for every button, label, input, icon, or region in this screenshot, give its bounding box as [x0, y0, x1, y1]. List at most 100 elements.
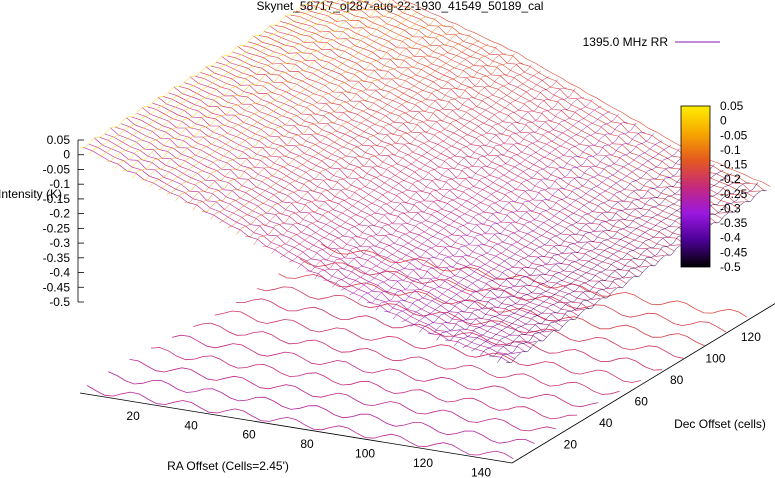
- surface-line: [79, 0, 313, 148]
- surface-line: [279, 71, 541, 258]
- z-tick-label: -0.45: [43, 280, 71, 294]
- colorbar-tick-label: 0: [720, 114, 727, 128]
- ra-tick-label: 140: [471, 465, 491, 478]
- surface-line: [324, 0, 744, 203]
- surface-line: [427, 156, 689, 335]
- surface-line: [323, 97, 585, 281]
- surface-line: [104, 133, 532, 349]
- surface-line: [419, 148, 680, 333]
- surface-line: [232, 51, 659, 263]
- contour-line: [235, 298, 663, 371]
- surface-line: [271, 64, 532, 255]
- z-tick-label: 0.05: [47, 133, 71, 147]
- surface-line: [166, 15, 428, 195]
- surface-line: [312, 0, 739, 209]
- surface-line: [106, 0, 354, 163]
- surface-line: [114, 0, 368, 170]
- surface-line: [184, 25, 445, 203]
- surface-line: [120, 123, 548, 338]
- surface-line: [221, 56, 648, 268]
- colorbar: 0.050-0.05-0.1-0.15-0.2-0.25-0.3-0.35-0.…: [680, 99, 748, 274]
- surface-line: [332, 98, 593, 288]
- surface-line: [227, 44, 489, 228]
- surface-line: [131, 0, 391, 179]
- colorbar-tick-label: -0.25: [720, 187, 748, 201]
- surface-line: [297, 79, 559, 270]
- surface-line: [462, 170, 724, 348]
- surface-line: [349, 110, 611, 296]
- surface-line: [149, 5, 411, 187]
- surface-line: [290, 14, 718, 224]
- contour-line: [172, 334, 599, 408]
- contour-line: [86, 385, 514, 460]
- surface-line: [506, 190, 767, 363]
- surface-line: [216, 62, 643, 274]
- surface-line: [179, 86, 606, 299]
- surface-line: [375, 122, 637, 311]
- surface-line: [210, 34, 472, 220]
- contour-line: [108, 371, 535, 444]
- surface-line: [288, 76, 550, 263]
- surface-line: [184, 82, 611, 295]
- dec-tick-label: 80: [670, 373, 684, 387]
- surface-line: [211, 65, 638, 278]
- surface-line: [83, 147, 510, 363]
- surface-line: [163, 96, 590, 310]
- surface-line: [140, 4, 402, 181]
- surface-line: [147, 106, 574, 321]
- surface-line: [205, 66, 633, 279]
- surface-line: [237, 45, 664, 257]
- surface-line: [497, 182, 759, 363]
- surface-line: [125, 117, 553, 333]
- surface-line: [392, 133, 654, 320]
- ra-tick-label: 40: [184, 418, 198, 432]
- ra-axis-line: [79, 392, 513, 464]
- chart-title: Skynet_58717_oj287-aug-22-1930_41549_501…: [257, 0, 544, 13]
- ra-axis-ticks: 20 40 60 80 100 120 140: [126, 409, 491, 478]
- surface-line: [410, 145, 672, 327]
- colorbar-tick-label: -0.05: [720, 128, 748, 142]
- legend: 1395.0 MHz RR: [583, 35, 720, 49]
- surface-line: [340, 0, 750, 203]
- z-axis-label: Intensity (K): [0, 187, 62, 201]
- z-tick-label: -0.5: [49, 295, 70, 309]
- surface-line: [253, 53, 515, 245]
- colorbar-tick-label: -0.5: [720, 260, 741, 274]
- surface-line: [306, 87, 567, 272]
- surface-line: [175, 17, 437, 201]
- contour-line: [193, 322, 620, 395]
- surface-line: [115, 126, 542, 342]
- surface-line: [123, 0, 378, 171]
- colorbar-tick-label: 0.05: [720, 99, 744, 113]
- surface-line: [219, 39, 480, 224]
- contour-line: [299, 258, 727, 333]
- contour-line: [257, 286, 684, 359]
- dec-tick-label: 120: [741, 330, 761, 344]
- z-tick-label: -0.2: [49, 207, 70, 221]
- surface-line: [301, 5, 728, 214]
- surface-line: [245, 53, 506, 237]
- surface-line: [88, 143, 516, 360]
- surface-line: [201, 33, 463, 213]
- surface-line: [445, 163, 706, 341]
- surface-line: [141, 107, 569, 322]
- ra-tick-label: 100: [355, 447, 375, 461]
- legend-label: 1395.0 MHz RR: [583, 35, 669, 49]
- surface-line: [173, 86, 601, 300]
- surface-line: [262, 62, 524, 247]
- surface-line: [152, 102, 579, 317]
- dec-tick-label: 20: [564, 438, 578, 452]
- contour-lines: [86, 243, 748, 460]
- contour-line: [278, 273, 705, 347]
- colorbar-tick-label: -0.15: [720, 158, 748, 172]
- surface-line: [88, 0, 328, 155]
- x-axis-label: RA Offset (Cells=2.45'): [167, 459, 289, 473]
- colorbar-tick-label: -0.4: [720, 231, 741, 245]
- surface-line: [195, 76, 622, 288]
- surface-line: [99, 137, 526, 353]
- z-tick-label: -0.05: [43, 162, 71, 176]
- surface-line: [296, 10, 723, 220]
- colorbar-tick-label: -0.35: [720, 216, 748, 230]
